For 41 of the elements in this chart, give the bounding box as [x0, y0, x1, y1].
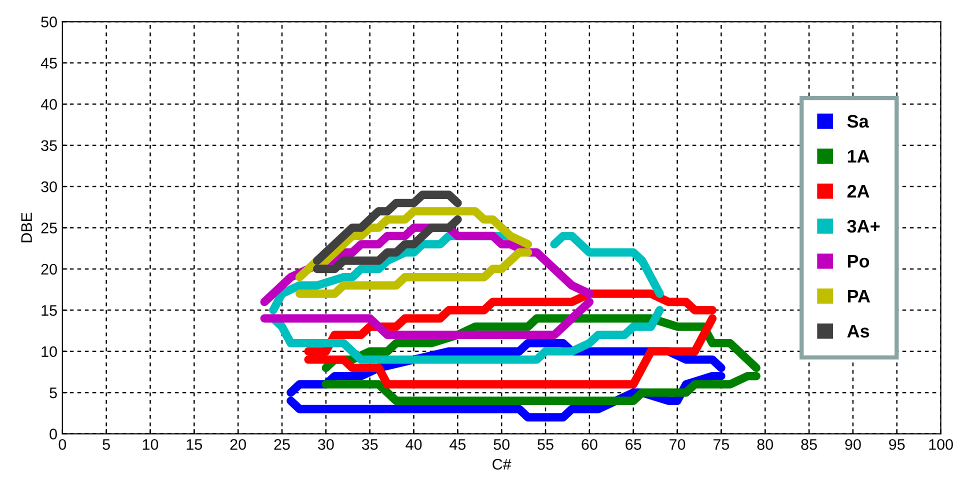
y-tick-label: 5	[50, 388, 57, 398]
x-tick-label: 5	[102, 439, 110, 450]
legend-label: PA	[848, 290, 870, 302]
legend-label: Po	[848, 255, 870, 268]
y-axis-title: DBE	[21, 212, 32, 242]
x-tick-label: 35	[362, 439, 378, 450]
y-tick-label: 20	[41, 264, 57, 275]
x-axis-title: C#	[492, 458, 512, 470]
y-tick-label: 45	[40, 58, 57, 69]
legend-label: Sa	[847, 114, 869, 128]
legend-label: As	[847, 324, 870, 338]
x-tick-label: 60	[582, 439, 598, 450]
y-tick-label: 25	[41, 222, 57, 234]
y-tick-label: 35	[41, 140, 57, 152]
x-tick-label: 0	[58, 439, 66, 450]
y-tick-label: 0	[50, 428, 57, 440]
x-tick-label: 25	[274, 439, 290, 450]
x-tick-label: 90	[845, 439, 861, 450]
x-tick-label: 10	[142, 439, 158, 450]
x-tick-label: 20	[230, 439, 246, 450]
x-tick-label: 15	[186, 439, 202, 450]
x-tick-label: 75	[713, 439, 730, 450]
x-tick-label: 80	[757, 439, 774, 450]
x-tick-label: 45	[450, 439, 466, 450]
x-tick-label: 55	[538, 439, 554, 450]
x-tick-label: 100	[929, 439, 953, 450]
x-tick-label: 50	[494, 439, 510, 450]
y-tick-label: 40	[40, 98, 57, 110]
legend-label: 3A+	[847, 220, 880, 233]
y-tick-label: 15	[42, 305, 57, 316]
x-tick-label: 70	[670, 439, 686, 450]
x-tick-label: 85	[801, 439, 817, 450]
y-tick-label: 30	[41, 181, 57, 192]
x-tick-label: 30	[318, 439, 334, 450]
legend-label: 2A	[847, 184, 870, 198]
y-tick-label: 50	[41, 16, 57, 28]
x-tick-label: 95	[889, 439, 905, 450]
legend-label: 1A	[848, 150, 870, 162]
x-tick-label: 65	[626, 439, 642, 450]
x-tick-label: 40	[406, 439, 422, 450]
y-tick-label: 10	[42, 346, 57, 358]
